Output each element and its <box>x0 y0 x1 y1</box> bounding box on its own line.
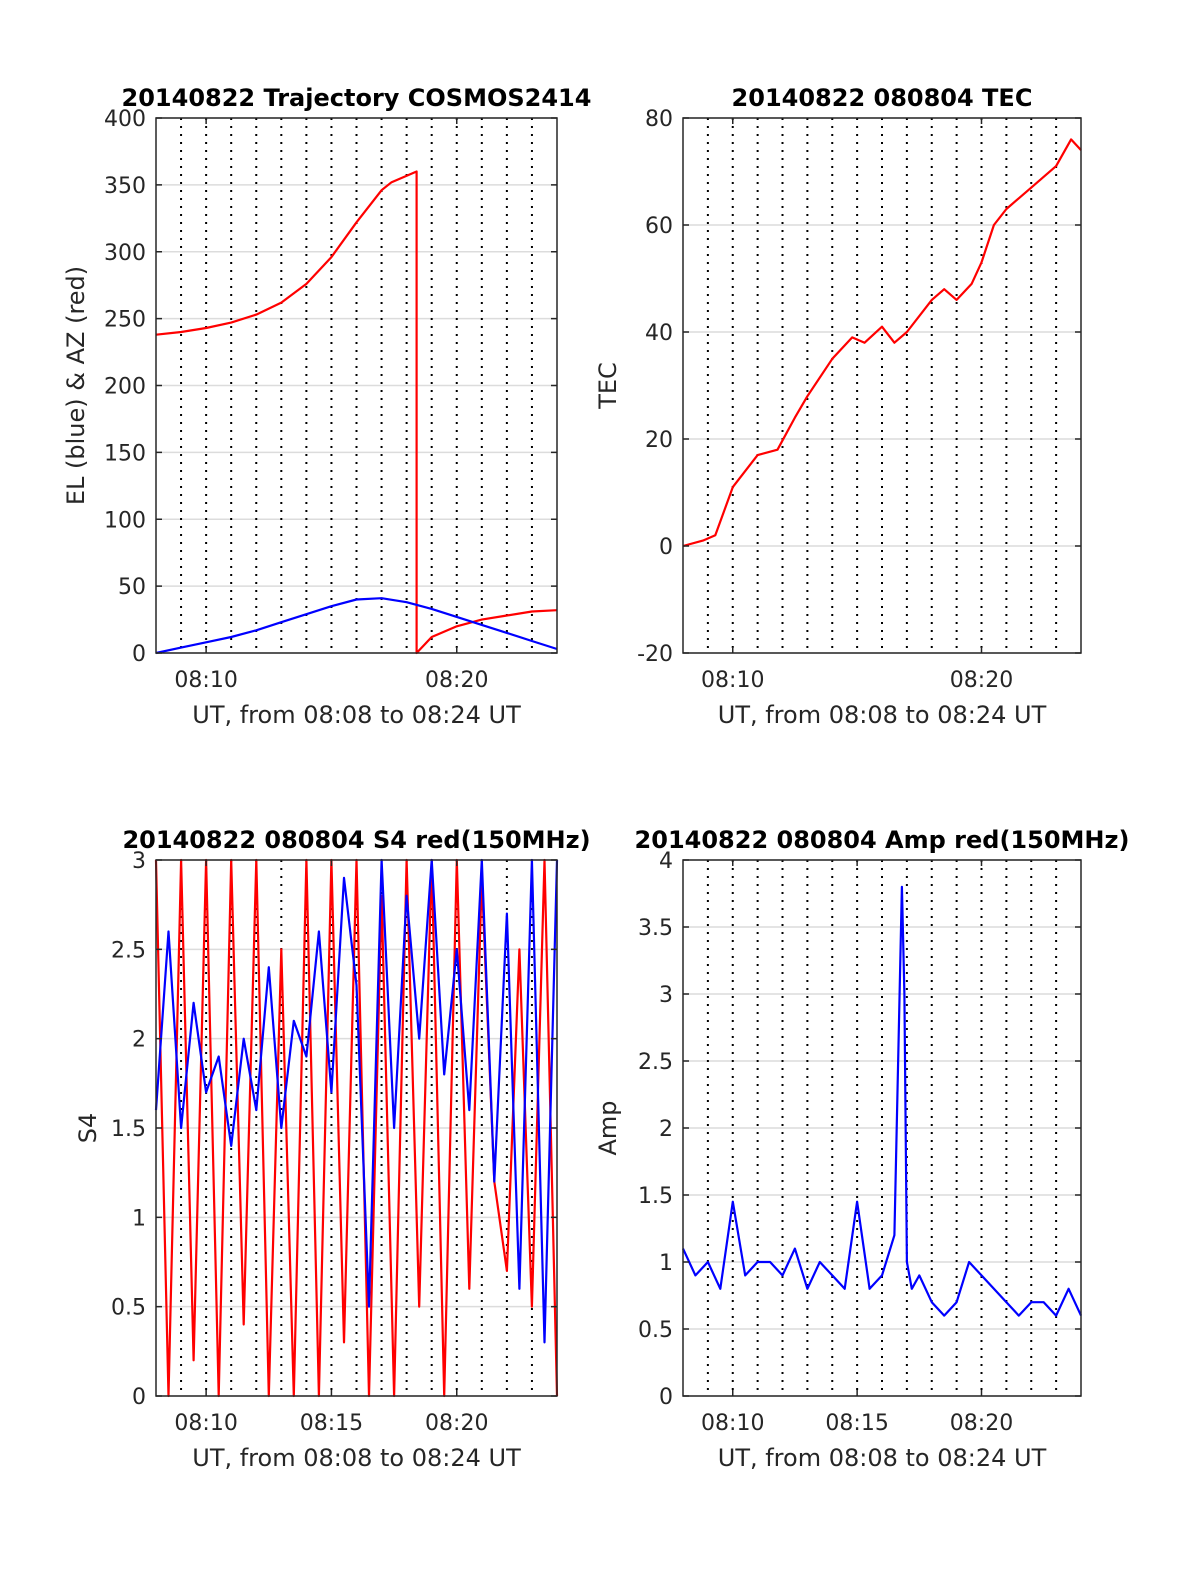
series-line-1 <box>682 138 1082 548</box>
y-tick-label: 300 <box>104 241 146 266</box>
x-axis-label: UT, from 08:08 to 08:24 UT <box>718 1444 1047 1472</box>
y-tick-label: 3 <box>659 983 673 1008</box>
y-tick-label: 150 <box>104 441 146 466</box>
y-tick-label: -20 <box>637 642 673 667</box>
x-tick-label: 08:10 <box>174 668 237 693</box>
x-tick-label: 08:15 <box>300 1411 363 1436</box>
y-tick-label: 200 <box>104 375 146 400</box>
chart-4: 0 0.5 1 1.5 2 2.5 3 3.5 4 08:10 08:15 08:20 20140822… <box>594 826 1129 1472</box>
y-tick-label: 2 <box>659 1117 673 1142</box>
x-axis-label: UT, from 08:08 to 08:24 UT <box>718 701 1047 729</box>
y-tick-label: 0 <box>659 1385 673 1410</box>
y-tick-label: 400 <box>104 107 146 132</box>
x-tick-label: 08:10 <box>701 668 764 693</box>
chart-title: 20140822 Trajectory COSMOS2414 <box>122 84 592 112</box>
x-tick-label: 08:20 <box>950 668 1013 693</box>
x-axis-label: UT, from 08:08 to 08:24 UT <box>192 701 521 729</box>
y-tick-label: 4 <box>659 849 673 874</box>
y-tick-label: 1 <box>132 1206 146 1231</box>
y-tick-label: 3.5 <box>638 916 673 941</box>
chart-2: -20 0 20 40 60 80 08:10 08:20 20140822 080804 TE… <box>594 84 1082 729</box>
y-tick-label: 2.5 <box>111 938 146 963</box>
y-axis-label: EL (blue) & AZ (red) <box>62 266 90 505</box>
y-axis-label: Amp <box>594 1100 622 1155</box>
series-line-1 <box>155 170 558 655</box>
x-tick-label: 08:10 <box>701 1411 764 1436</box>
y-tick-label: 0.5 <box>638 1318 673 1343</box>
y-tick-label: 350 <box>104 174 146 199</box>
y-tick-label: 1.5 <box>111 1117 146 1142</box>
y-tick-label: 1 <box>659 1251 673 1276</box>
axes-frame <box>682 117 1082 654</box>
y-tick-label: 50 <box>118 575 146 600</box>
y-tick-label: 0 <box>132 642 146 667</box>
y-tick-label: 80 <box>645 107 673 132</box>
x-tick-label: 08:20 <box>425 668 488 693</box>
series-line-2 <box>155 597 558 655</box>
series-line-2 <box>154 858 559 1344</box>
y-tick-label: 0.5 <box>111 1296 146 1321</box>
y-tick-label: 20 <box>645 428 673 453</box>
y-axis-label: TEC <box>594 362 622 410</box>
y-tick-label: 1.5 <box>638 1184 673 1209</box>
series-line-1 <box>682 885 1082 1317</box>
y-tick-label: 60 <box>645 214 673 239</box>
y-tick-label: 2 <box>132 1028 146 1053</box>
chart-3: 0 0.5 1 1.5 2 2.5 3 08:10 08:15 08:20 20140822 080… <box>74 826 591 1472</box>
chart-1: 0 50 100 150 200 250 300 350 400 08:10 08:20 201408… <box>62 84 591 729</box>
y-tick-label: 3 <box>132 849 146 874</box>
x-tick-label: 08:20 <box>950 1411 1013 1436</box>
x-tick-label: 08:10 <box>174 1411 237 1436</box>
y-tick-label: 40 <box>645 321 673 346</box>
x-tick-label: 08:20 <box>425 1411 488 1436</box>
x-axis-label: UT, from 08:08 to 08:24 UT <box>192 1444 521 1472</box>
chart-title: 20140822 080804 TEC <box>732 84 1033 112</box>
y-axis-label: S4 <box>74 1113 102 1144</box>
y-tick-label: 100 <box>104 508 146 533</box>
y-tick-label: 0 <box>659 535 673 560</box>
y-tick-label: 0 <box>132 1385 146 1410</box>
x-tick-label: 08:15 <box>825 1411 888 1436</box>
y-tick-label: 2.5 <box>638 1050 673 1075</box>
y-tick-label: 250 <box>104 308 146 333</box>
chart-title: 20140822 080804 S4 red(150MHz) <box>122 826 590 854</box>
chart-title: 20140822 080804 Amp red(150MHz) <box>635 826 1130 854</box>
